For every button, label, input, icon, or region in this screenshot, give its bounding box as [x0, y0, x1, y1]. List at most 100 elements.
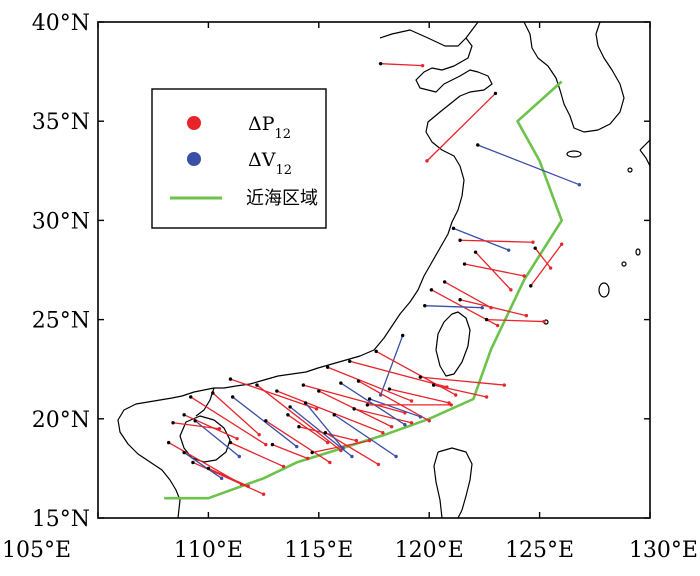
vector-end-point: [237, 454, 242, 459]
delta-p-vector: [378, 61, 425, 68]
vector-start-point: [191, 460, 195, 465]
legend-box: [151, 88, 327, 229]
delta-v-vector: [451, 226, 511, 252]
vector-end-point: [389, 425, 394, 429]
vector-line: [183, 414, 238, 440]
x-axis-tick-label: 120°E: [395, 538, 464, 563]
vector-end-point: [219, 476, 224, 481]
vector-end-point: [524, 313, 529, 318]
ryukyu-island-1: [598, 282, 610, 298]
vector-end-point: [542, 319, 546, 324]
vector-start-point: [339, 381, 343, 385]
mainland-coastline: [117, 22, 493, 518]
vector-end-point: [217, 427, 222, 431]
vector-start-point: [189, 395, 193, 399]
y-axis-tick-label: 40°N: [32, 11, 90, 36]
delta-p-vector: [275, 389, 385, 435]
vector-start-point: [529, 284, 533, 288]
vector-line: [230, 442, 284, 468]
delta-p-vector: [458, 238, 535, 244]
vector-start-point: [206, 466, 211, 471]
vector-start-point: [228, 377, 233, 381]
vector-start-point: [317, 389, 321, 393]
vector-end-point: [502, 383, 506, 387]
vector-line: [190, 396, 267, 446]
vector-end-point: [420, 63, 425, 68]
vector-line: [230, 378, 317, 410]
delta-p-vector: [211, 391, 261, 437]
vector-start-point: [533, 246, 537, 250]
vector-end-point: [418, 415, 423, 419]
vector-start-point: [367, 397, 372, 401]
vector-end-point: [328, 460, 332, 465]
vector-start-point: [255, 383, 259, 387]
vector-end-point: [449, 403, 453, 407]
vector-line: [265, 420, 331, 463]
delta-p-vector: [365, 403, 453, 407]
vector-end-point: [447, 401, 451, 405]
vector-end-point: [341, 446, 345, 451]
vector-start-point: [270, 442, 275, 447]
vector-line: [380, 63, 423, 67]
vector-start-point: [166, 440, 171, 445]
delta-p-vector: [228, 377, 319, 411]
delta-p-vector: [171, 421, 222, 431]
vector-end-point: [354, 438, 359, 443]
y-axis-tick-label: 25°N: [32, 309, 90, 334]
vector-start-point: [442, 280, 447, 284]
vector-end-point: [325, 440, 330, 445]
legend-dot-delta-p: [187, 116, 201, 130]
vector-start-point: [473, 250, 478, 254]
x-axis-tick-label: 130°E: [629, 538, 698, 563]
hainan-island: [179, 415, 231, 463]
vector-end-point: [376, 462, 381, 467]
vector-start-point: [451, 226, 456, 231]
vector-line: [534, 247, 552, 269]
vector-start-point: [288, 405, 292, 409]
vector-end-point: [409, 421, 414, 425]
vector-end-point: [246, 484, 250, 488]
coastline-layer: [117, 22, 650, 518]
vector-start-point: [378, 61, 383, 66]
vector-line: [172, 422, 220, 430]
delta-v-vector: [332, 413, 398, 459]
vector-end-point: [559, 242, 564, 246]
vector-line: [212, 392, 260, 436]
korea-coastline: [523, 22, 625, 133]
y-axis-tick-label: 30°N: [32, 209, 90, 234]
vector-start-point: [458, 238, 462, 242]
vector-start-point: [348, 359, 352, 363]
vector-start-point: [365, 403, 370, 407]
vector-start-point: [297, 425, 301, 429]
vector-end-point: [425, 159, 429, 163]
vector-end-point: [295, 444, 299, 449]
delta-p-vector: [533, 246, 553, 270]
vector-end-point: [506, 248, 511, 252]
ryukyu-island-4: [627, 167, 633, 173]
vector-line: [389, 388, 450, 404]
luzon-island: [437, 447, 473, 518]
vector-start-point: [401, 333, 405, 338]
delta-p-vector: [484, 317, 546, 324]
vector-line: [420, 376, 505, 386]
legend-label-delta-p: ΔP12: [248, 113, 291, 142]
vector-line: [453, 227, 509, 251]
vector-end-point: [509, 288, 513, 292]
vector-start-point: [462, 262, 467, 266]
vector-start-point: [387, 387, 392, 391]
vector-end-point: [522, 274, 526, 278]
y-axis-tick-label: 20°N: [32, 408, 90, 433]
vector-line: [276, 390, 384, 434]
delta-p-vector: [286, 413, 330, 445]
vector-end-point: [261, 492, 266, 496]
delta-p-vector: [264, 419, 332, 465]
vector-start-point: [211, 391, 215, 395]
vector-end-point: [394, 454, 398, 459]
vector-line: [444, 281, 492, 309]
legend: ΔP12 ΔV12 近海区域: [151, 88, 327, 229]
vector-end-point: [281, 464, 286, 469]
delta-p-vector: [431, 383, 489, 399]
vector-start-point: [352, 407, 356, 411]
axes: 105°E 110°E 115°E 120°E 125°E 130°E 15°N 20°N 25…: [2, 11, 698, 563]
